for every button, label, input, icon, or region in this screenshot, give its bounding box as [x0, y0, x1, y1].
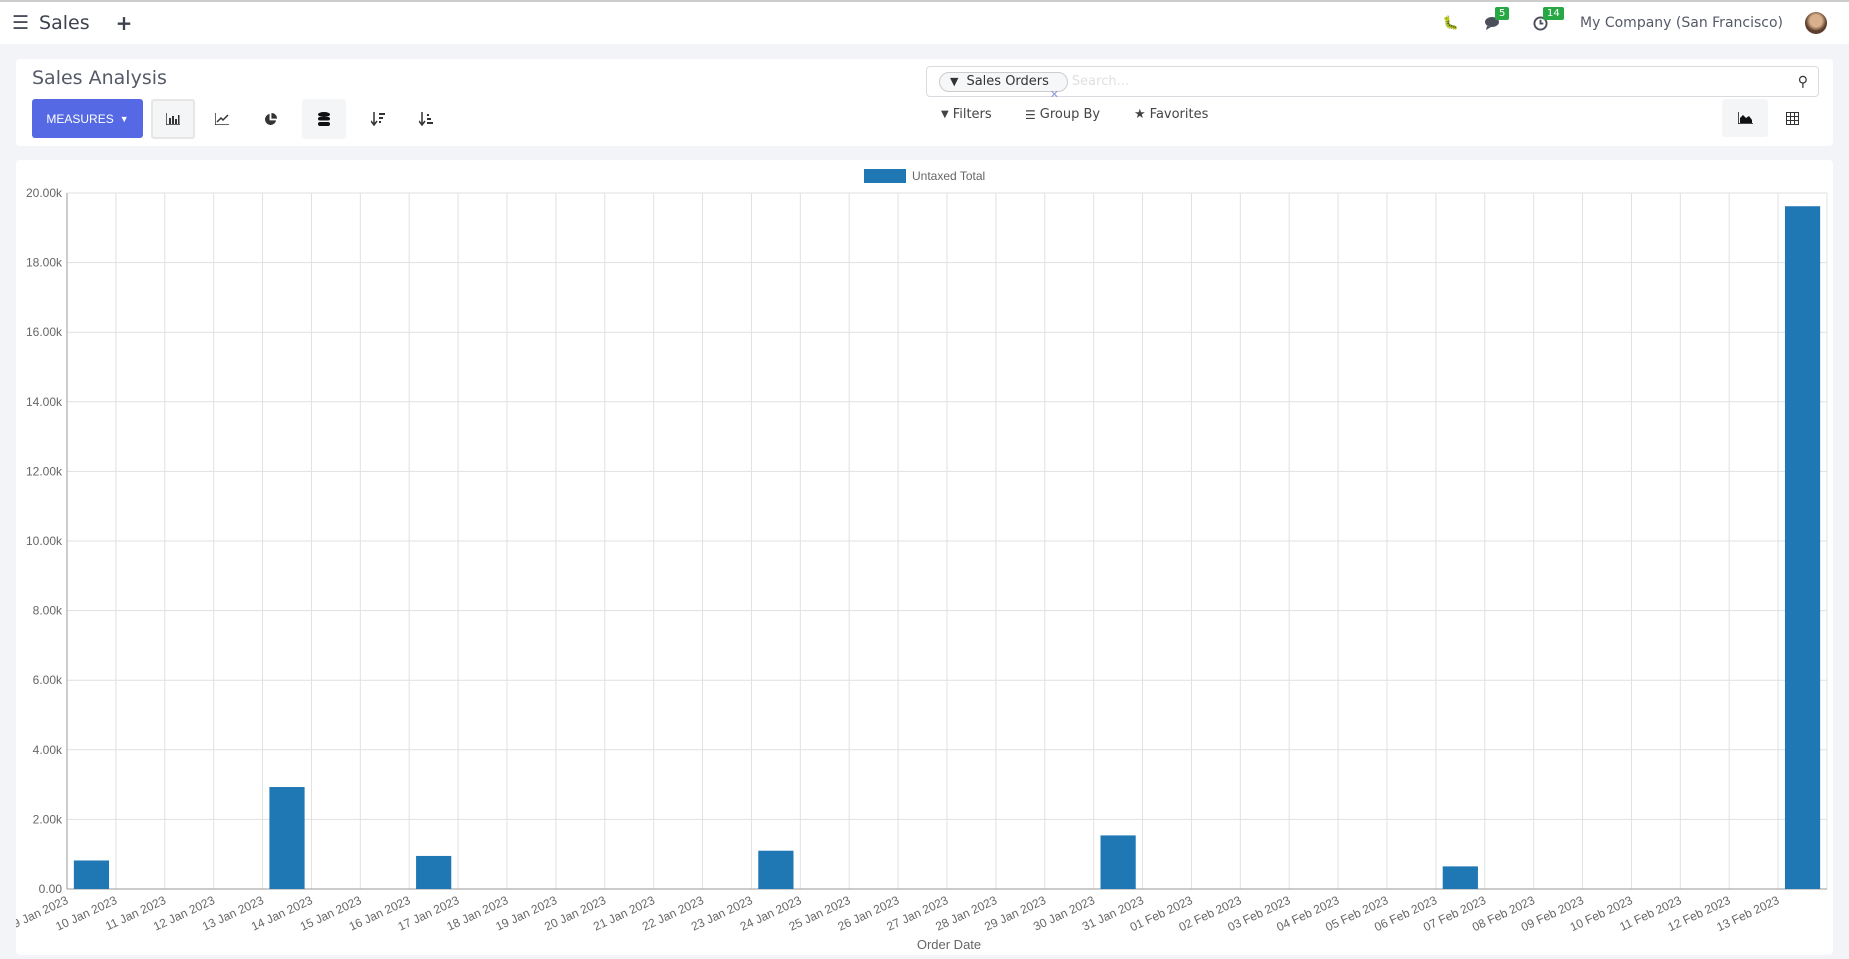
stacked-button[interactable]: [302, 99, 346, 139]
bar: [758, 850, 794, 889]
table-icon: [1785, 111, 1799, 125]
remove-facet-icon[interactable]: ✕: [1049, 87, 1059, 101]
y-tick-label: 8.00k: [33, 604, 63, 618]
bar: [1100, 835, 1136, 889]
filter-icon: ▼: [950, 75, 959, 88]
user-avatar[interactable]: [1805, 12, 1827, 34]
group-by-button[interactable]: ☰ Group By: [1025, 107, 1100, 122]
search-facet[interactable]: ▼ Sales Orders ✕: [939, 71, 1068, 101]
y-tick-label: 10.00k: [26, 534, 63, 548]
sort-amount-down-icon: [371, 112, 385, 126]
y-tick-label: 16.00k: [26, 325, 63, 339]
top-navbar: ☰ Sales + 🐛 5 14 My Company (San Francis…: [0, 2, 1849, 44]
filter-icon: ▼: [941, 109, 949, 120]
pie-chart-button[interactable]: [248, 99, 292, 139]
sort-ascending-button[interactable]: [404, 99, 448, 139]
hamburger-menu-icon[interactable]: ☰: [12, 12, 30, 34]
search-bar: ▼ Sales Orders ✕ ⚲: [926, 66, 1819, 101]
group-by-label: Group By: [1039, 107, 1101, 122]
pivot-view-button[interactable]: [1769, 99, 1815, 137]
legend-swatch: [864, 169, 906, 183]
company-switcher[interactable]: My Company (San Francisco): [1580, 15, 1783, 31]
layers-icon: ☰: [1025, 107, 1036, 122]
star-icon: ★: [1134, 107, 1146, 122]
bar: [416, 855, 452, 889]
bar: [1784, 206, 1821, 889]
bar-chart-icon: [166, 113, 180, 125]
area-chart-icon: [1737, 112, 1753, 124]
plus-icon[interactable]: +: [115, 11, 133, 35]
measures-button[interactable]: MEASURES ▼: [32, 99, 143, 138]
messages-button[interactable]: 5: [1485, 7, 1510, 30]
x-axis-title: Order Date: [917, 937, 981, 952]
favorites-label: Favorites: [1149, 107, 1209, 122]
sort-amount-up-icon: [419, 112, 433, 126]
legend-label: Untaxed Total: [912, 169, 985, 183]
y-tick-label: 6.00k: [33, 673, 63, 687]
y-tick-label: 20.00k: [26, 186, 63, 200]
search-icon[interactable]: ⚲: [1797, 73, 1808, 90]
app-name: Sales: [39, 12, 90, 34]
caret-down-icon: ▼: [119, 113, 129, 124]
y-tick-label: 4.00k: [33, 743, 63, 757]
activities-badge: 14: [1543, 6, 1564, 20]
bar: [73, 860, 110, 889]
bar-chart: 0.00 2.00k 4.00k 6.00k 8.00k 10.00k 12.00k 14.0…: [4, 169, 1828, 952]
messages-badge: 5: [1495, 7, 1510, 20]
facet-label: Sales Orders: [966, 74, 1049, 89]
y-tick-label: 18.00k: [26, 256, 63, 270]
measures-label: MEASURES: [46, 111, 114, 126]
line-chart-icon: [215, 113, 229, 125]
bug-icon[interactable]: 🐛: [1442, 15, 1460, 31]
filters-label: Filters: [952, 107, 992, 122]
filters-button[interactable]: ▼ Filters: [941, 107, 992, 122]
control-panel: Sales Analysis MEASURES ▼ ▼ Sales Orders …: [16, 59, 1833, 146]
bar: [269, 787, 305, 889]
clock-icon: [1533, 15, 1548, 31]
y-tick-label: 14.00k: [26, 395, 63, 409]
sort-descending-button[interactable]: [356, 99, 400, 139]
database-icon: [318, 112, 330, 126]
favorites-button[interactable]: ★ Favorites: [1134, 107, 1208, 122]
page-title: Sales Analysis: [32, 67, 167, 89]
chart-card: 0.00 2.00k 4.00k 6.00k 8.00k 10.00k 12.00k 14.0…: [4, 160, 1833, 955]
search-input[interactable]: [1071, 74, 1798, 89]
pie-chart-icon: [264, 112, 277, 125]
graph-view-button[interactable]: [1722, 99, 1768, 137]
activities-button[interactable]: 14: [1533, 6, 1564, 31]
y-tick-label: 0.00: [39, 882, 63, 896]
bar-chart-button[interactable]: [151, 99, 195, 139]
bar: [1442, 866, 1478, 889]
y-tick-label: 12.00k: [26, 464, 63, 478]
line-chart-button[interactable]: [200, 99, 244, 139]
y-tick-label: 2.00k: [33, 812, 63, 826]
